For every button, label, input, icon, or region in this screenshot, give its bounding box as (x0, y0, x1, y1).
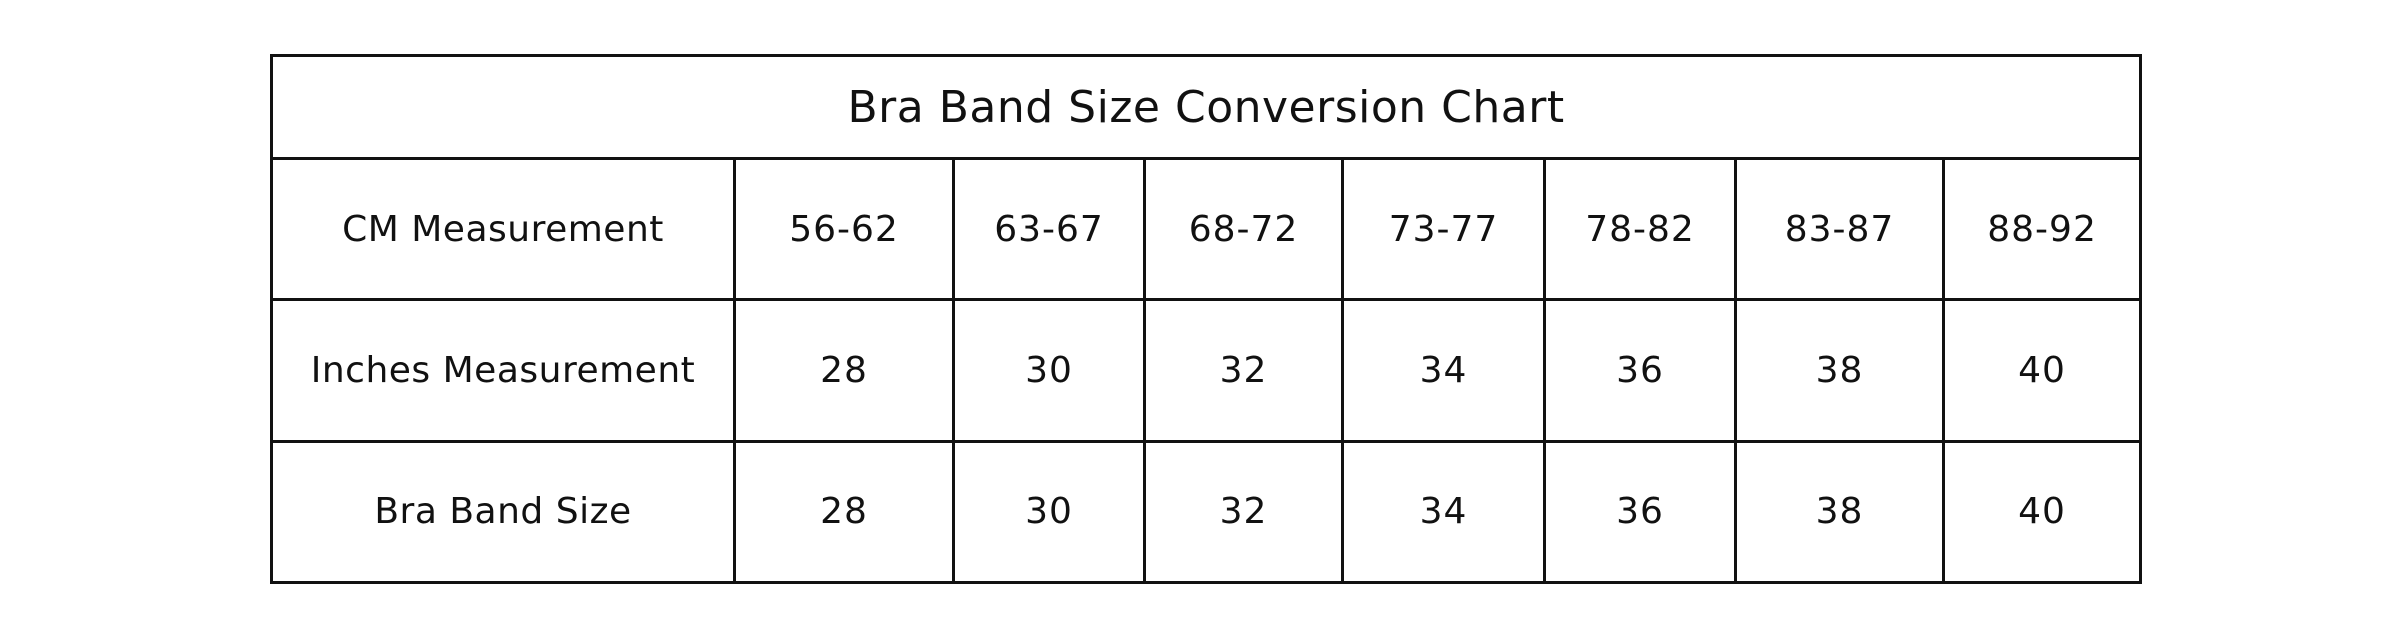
table-title-row: Bra Band Size Conversion Chart (269, 53, 2143, 161)
table-cell: 28 (733, 298, 955, 443)
table-cell: 28 (733, 439, 955, 585)
table-cell: 36 (1543, 439, 1737, 585)
table-cell: 68-72 (1143, 157, 1344, 302)
table-cell: 88-92 (1941, 157, 2143, 302)
table-cell: 30 (952, 298, 1146, 443)
table-cell: 63-67 (952, 157, 1146, 302)
table-cell: 73-77 (1341, 157, 1546, 302)
table-cell: 56-62 (733, 157, 955, 302)
table-cell: 40 (1941, 298, 2143, 443)
table-title: Bra Band Size Conversion Chart (269, 53, 2143, 161)
row-label: Bra Band Size (270, 439, 736, 585)
table-cell: 40 (1941, 439, 2143, 585)
table-row-bra-band-size: Bra Band Size 28 30 32 34 36 38 40 (270, 439, 2143, 585)
table-cell: 32 (1143, 298, 1344, 443)
table-cell: 38 (1734, 298, 1945, 443)
table-cell: 32 (1143, 439, 1344, 585)
table-cell: 38 (1734, 439, 1945, 585)
table-cell: 78-82 (1543, 157, 1737, 302)
table-cell: 30 (952, 439, 1146, 585)
table-row-inches-measurement: Inches Measurement 28 30 32 34 36 38 40 (270, 298, 2143, 443)
table-cell: 36 (1543, 298, 1737, 443)
table-cell: 34 (1341, 298, 1546, 443)
table-cell: 34 (1341, 439, 1546, 585)
row-label: Inches Measurement (270, 298, 736, 443)
table-row-cm-measurement: CM Measurement 56-62 63-67 68-72 73-77 7… (270, 157, 2143, 302)
table-cell: 83-87 (1734, 157, 1945, 302)
bra-band-size-conversion-table: Bra Band Size Conversion Chart CM Measur… (269, 53, 2143, 585)
row-label: CM Measurement (270, 157, 736, 302)
